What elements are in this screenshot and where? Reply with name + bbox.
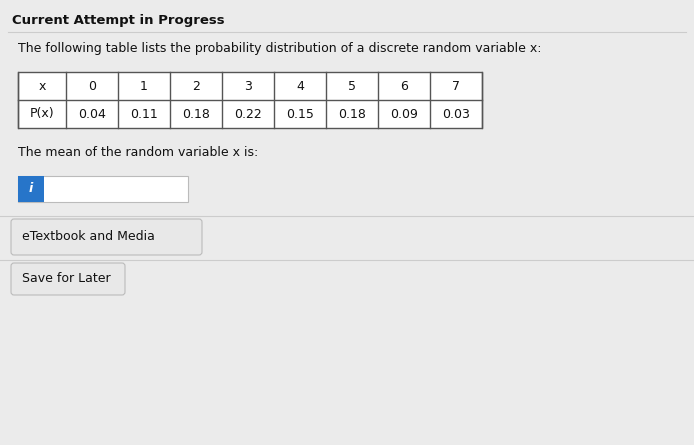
Text: 2: 2 — [192, 80, 200, 93]
Text: 1: 1 — [140, 80, 148, 93]
Bar — [18, 72, 482, 128]
Text: 0.04: 0.04 — [78, 108, 106, 121]
Text: 0: 0 — [88, 80, 96, 93]
Text: Current Attempt in Progress: Current Attempt in Progress — [12, 14, 225, 27]
Text: i: i — [29, 182, 33, 195]
FancyBboxPatch shape — [11, 219, 202, 255]
Text: P(x): P(x) — [30, 108, 54, 121]
Text: eTextbook and Media: eTextbook and Media — [22, 231, 155, 243]
Text: 7: 7 — [452, 80, 460, 93]
Text: The following table lists the probability distribution of a discrete random vari: The following table lists the probabilit… — [18, 42, 541, 55]
Bar — [18, 176, 44, 202]
Text: 0.22: 0.22 — [234, 108, 262, 121]
FancyBboxPatch shape — [11, 263, 125, 295]
Text: 0.18: 0.18 — [338, 108, 366, 121]
Text: 0.15: 0.15 — [286, 108, 314, 121]
Text: 0.11: 0.11 — [130, 108, 158, 121]
Text: 3: 3 — [244, 80, 252, 93]
Text: Save for Later: Save for Later — [22, 272, 110, 286]
Text: 4: 4 — [296, 80, 304, 93]
Text: 0.09: 0.09 — [390, 108, 418, 121]
Text: 0.03: 0.03 — [442, 108, 470, 121]
Text: The mean of the random variable x is:: The mean of the random variable x is: — [18, 146, 258, 159]
Text: 5: 5 — [348, 80, 356, 93]
Text: 0.18: 0.18 — [182, 108, 210, 121]
Text: 6: 6 — [400, 80, 408, 93]
Bar — [18, 176, 188, 202]
Text: x: x — [38, 80, 46, 93]
